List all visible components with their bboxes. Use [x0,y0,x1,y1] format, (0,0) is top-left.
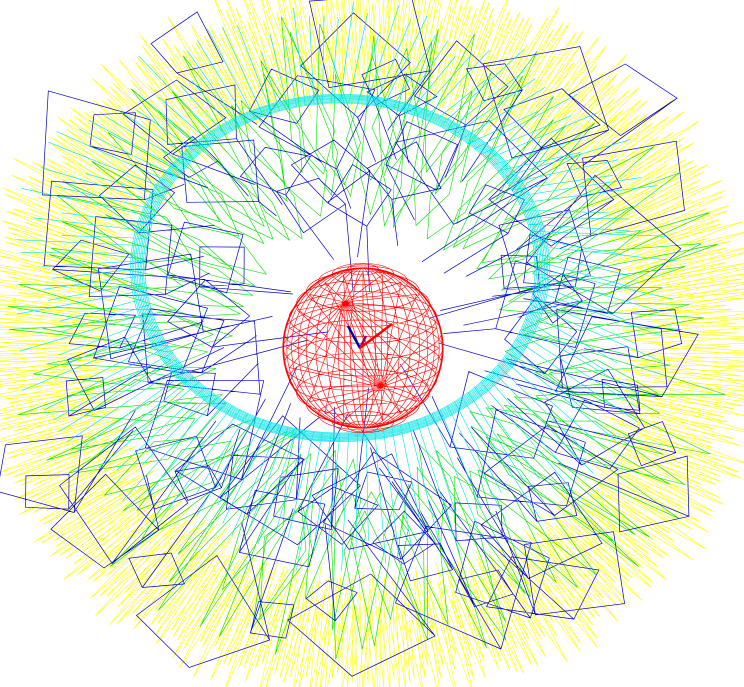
mid-green-spikes [8,16,726,660]
wireframe-sphere [282,263,444,433]
cyan-torus-band [16,1,678,571]
sphere-axes [346,323,393,349]
